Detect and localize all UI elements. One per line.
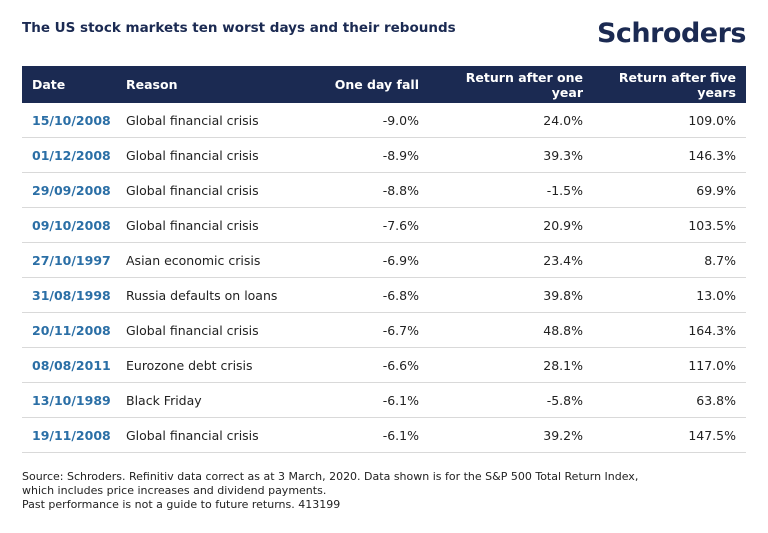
table-row: 08/08/2011 Eurozone debt crisis -6.6% 28.1%… (22, 347, 746, 383)
cell: Black Friday (116, 382, 300, 418)
table-body: 15/10/2008 Global financial crisis -9.0% 24… (22, 103, 746, 453)
column-header: Return after one year (429, 66, 593, 103)
table-row: 27/10/1997 Asian economic crisis -6.9% 23.4… (22, 242, 746, 278)
date-cell: 08/08/2011 (22, 347, 116, 383)
table-row: 19/11/2008 Global financial crisis -6.1% 39… (22, 417, 746, 453)
date-cell: 09/10/2008 (22, 207, 116, 243)
date-cell: 13/10/1989 (22, 382, 116, 418)
cell: Asian economic crisis (116, 242, 300, 278)
cell: -6.6% (300, 347, 429, 383)
cell: 39.3% (429, 137, 593, 173)
cell: 39.8% (429, 277, 593, 313)
cell: -6.1% (300, 382, 429, 418)
cell: 24.0% (429, 103, 593, 138)
table-row: 01/12/2008 Global financial crisis -8.9% 39… (22, 137, 746, 173)
cell: 117.0% (593, 347, 746, 383)
cell: Global financial crisis (116, 417, 300, 453)
cell: -6.9% (300, 242, 429, 278)
cell: 103.5% (593, 207, 746, 243)
cell: 8.7% (593, 242, 746, 278)
date-cell: 01/12/2008 (22, 137, 116, 173)
cell: Global financial crisis (116, 137, 300, 173)
cell: Global financial crisis (116, 207, 300, 243)
cell: -9.0% (300, 103, 429, 138)
logo: Schroders (596, 18, 747, 49)
table: Date Reason One day fall Return after one y… (22, 66, 746, 453)
cell: Global financial crisis (116, 312, 300, 348)
footer-line: Past performance is not a guide to futur… (22, 498, 341, 511)
cell: -5.8% (429, 382, 593, 418)
table-row: 15/10/2008 Global financial crisis -9.0% 24… (22, 103, 746, 138)
date-cell: 27/10/1997 (22, 242, 116, 278)
table-row: 29/09/2008 Global financial crisis -8.8% -1… (22, 172, 746, 208)
column-header: Return after five years (593, 66, 746, 103)
cell: -6.8% (300, 277, 429, 313)
title: The US stock markets ten worst days and … (22, 20, 456, 36)
cell: 63.8% (593, 382, 746, 418)
column-header: One day fall (300, 66, 429, 103)
header-row: Date Reason One day fall Return after one y… (22, 66, 746, 103)
date-cell: 19/11/2008 (22, 417, 116, 453)
cell: 147.5% (593, 417, 746, 453)
cell: 48.8% (429, 312, 593, 348)
column-header: Reason (116, 66, 300, 103)
cell: 13.0% (593, 277, 746, 313)
cell: -8.8% (300, 172, 429, 208)
cell: -6.7% (300, 312, 429, 348)
cell: 109.0% (593, 103, 746, 138)
cell: -6.1% (300, 417, 429, 453)
cell: -1.5% (429, 172, 593, 208)
table-row: 13/10/1989 Black Friday -6.1% -5.8% 63.8% (22, 382, 746, 418)
cell: 146.3% (593, 137, 746, 173)
column-header: Date (22, 66, 116, 103)
cell: 164.3% (593, 312, 746, 348)
cell: 23.4% (429, 242, 593, 278)
date-cell: 31/08/1998 (22, 277, 116, 313)
cell: -7.6% (300, 207, 429, 243)
cell: -8.9% (300, 137, 429, 173)
footer-line: which includes price increases and divid… (22, 484, 327, 497)
cell: 20.9% (429, 207, 593, 243)
cell: 39.2% (429, 417, 593, 453)
cell: Global financial crisis (116, 172, 300, 208)
table-row: 20/11/2008 Global financial crisis -6.7% 48… (22, 312, 746, 348)
cell: 69.9% (593, 172, 746, 208)
cell: 28.1% (429, 347, 593, 383)
table-row: 31/08/1998 Russia defaults on loans -6.8% 3… (22, 277, 746, 313)
date-cell: 15/10/2008 (22, 103, 116, 138)
cell: Eurozone debt crisis (116, 347, 300, 383)
table-row: 09/10/2008 Global financial crisis -7.6% 20… (22, 207, 746, 243)
footer: Source: Schroders. Refinitiv data correc… (22, 470, 638, 512)
date-cell: 20/11/2008 (22, 312, 116, 348)
cell: Global financial crisis (116, 103, 300, 138)
date-cell: 29/09/2008 (22, 172, 116, 208)
footer-line: Source: Schroders. Refinitiv data correc… (22, 470, 639, 483)
cell: Russia defaults on loans (116, 277, 300, 313)
